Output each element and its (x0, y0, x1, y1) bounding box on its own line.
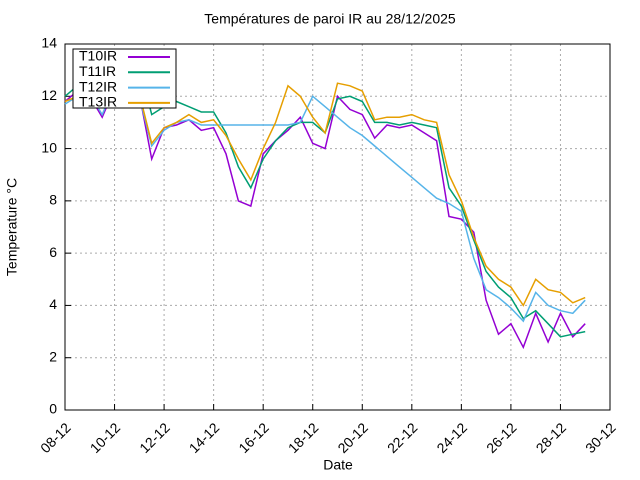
chart-title: Températures de paroi IR au 28/12/2025 (204, 11, 456, 27)
y-tick-label: 4 (49, 296, 57, 312)
x-tick-label: 26-12 (483, 419, 520, 456)
y-tick-label: 12 (41, 87, 57, 103)
series-line (64, 84, 586, 323)
plot-border (64, 43, 611, 411)
series-line (64, 82, 586, 307)
x-tick-label: 20-12 (334, 419, 371, 456)
y-tick-label: 14 (41, 35, 57, 51)
x-tick-label: 30-12 (582, 419, 619, 456)
x-tick-label: 14-12 (186, 419, 223, 456)
x-tick-label: 24-12 (433, 419, 470, 456)
y-tick-label: 8 (49, 192, 57, 208)
x-axis-label: Date (323, 457, 353, 473)
x-tick-label: 18-12 (285, 419, 322, 456)
legend-label: T11IR (79, 63, 116, 79)
x-tick-label: 08-12 (37, 419, 74, 456)
legend-label: T13IR (79, 94, 117, 110)
y-tick-label: 0 (49, 401, 57, 417)
legend-label: T10IR (79, 48, 117, 64)
y-axis-label: Temperature °C (4, 178, 20, 276)
y-tick-label: 10 (41, 139, 57, 155)
legend-box (72, 48, 177, 109)
series-line (64, 87, 586, 350)
x-tick-label: 28-12 (533, 419, 570, 456)
x-tick-label: 16-12 (235, 419, 272, 456)
x-tick-label: 12-12 (136, 419, 173, 456)
legend-label: T12IR (79, 78, 117, 94)
y-tick-label: 6 (49, 244, 57, 260)
x-tick-label: 10-12 (87, 419, 124, 456)
y-tick-label: 2 (49, 348, 57, 364)
x-tick-label: 22-12 (384, 419, 421, 456)
